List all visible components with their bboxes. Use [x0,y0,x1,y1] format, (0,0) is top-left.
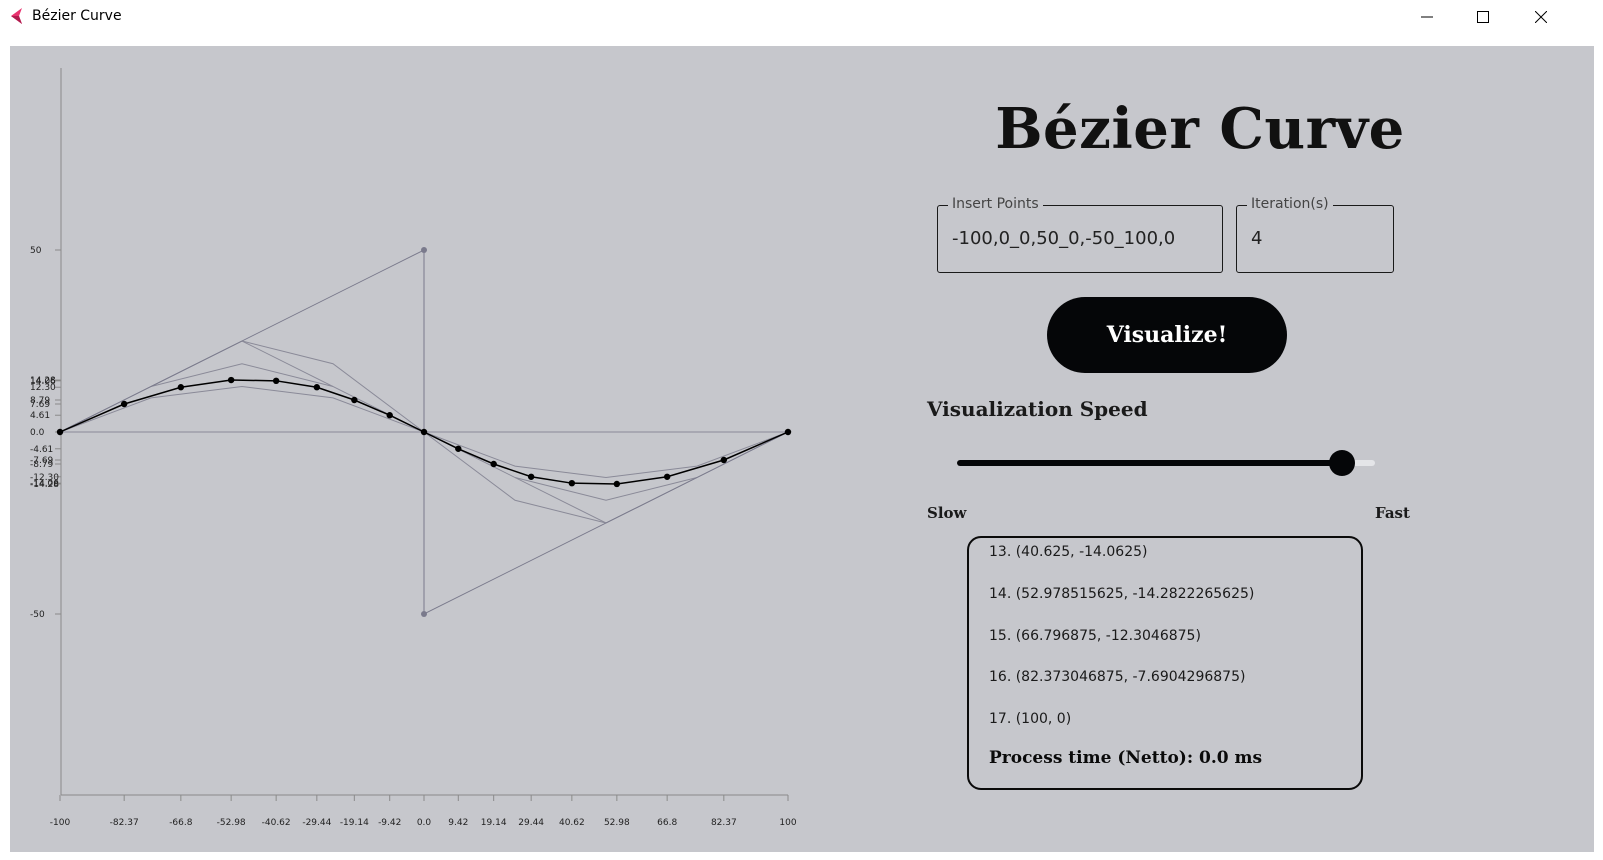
process-time: Process time (Netto): 0.0 ms [989,748,1263,768]
speed-slider-thumb[interactable] [1328,450,1355,476]
output-line: 13. (40.625, -14.0625) [989,544,1148,560]
x-tick-label: 19.14 [481,818,507,828]
x-tick-label: -52.98 [217,818,246,828]
close-button[interactable] [1513,0,1569,33]
y-tick-label: 14.06 [30,377,56,387]
y-tick-label: 14.28 [30,376,56,386]
curve-point [527,473,535,480]
y-tick-label: 4.61 [30,411,50,421]
curve-point [120,400,128,408]
x-tick-label: -40.62 [262,818,291,828]
output-line: 15. (66.796875, -12.3046875) [989,628,1201,644]
speed-title: Visualization Speed [927,397,1148,421]
points-field[interactable]: Insert Points [937,196,1223,273]
points-field-label: Insert Points [948,196,1043,212]
speed-min-label: Slow [927,504,967,522]
y-tick-label: -7.69 [30,456,54,466]
x-tick-label: 40.62 [559,818,585,828]
visualize-button[interactable]: Visualize! [1047,297,1287,373]
curve-point [784,428,792,436]
y-tick-label: -8.79 [30,460,54,470]
y-tick-label: 8.79 [30,396,50,406]
points-input[interactable] [952,228,1212,249]
construction-line [423,431,789,479]
x-tick-label: 52.98 [604,818,630,828]
speed-max-label: Fast [1375,504,1410,522]
curve-point [272,377,280,385]
construction-line [150,363,334,387]
y-tick-label: -4.61 [30,445,53,455]
output-panel[interactable]: 13. (40.625, -14.0625) 14. (52.978515625… [967,536,1363,790]
app-heading: Bézier Curve [995,96,1405,162]
iterations-field-label: Iteration(s) [1247,196,1333,212]
x-tick-label: 29.44 [518,818,544,828]
x-tick-label: 0.0 [417,818,432,828]
curve-point [56,428,64,436]
iterations-input[interactable] [1251,228,1383,249]
iterations-field[interactable]: Iteration(s) [1236,196,1394,273]
x-tick-label: -66.8 [169,818,193,828]
y-tick-label: -14.28 [30,480,59,490]
y-tick-label: 12.30 [30,383,56,393]
app-logo-icon [11,8,22,24]
x-tick-label: 82.37 [711,818,737,828]
x-tick-label: -19.14 [340,818,369,828]
x-tick-label: -9.42 [378,818,401,828]
curve-point [663,473,671,480]
speed-slider-fill [957,460,1342,466]
curve-point [386,412,393,419]
control-point [421,611,427,617]
speed-slider[interactable] [957,450,1375,476]
y-tick-label: -50 [30,610,45,620]
construction-line [241,340,425,433]
curve-point [420,428,428,436]
maximize-icon [1477,10,1489,23]
window-title: Bézier Curve [32,8,122,24]
curve-point [720,456,728,464]
curve-point [227,376,235,384]
curve-point [613,480,621,488]
y-tick-label: 0.0 [30,428,45,438]
x-tick-label: -82.37 [110,818,139,828]
x-tick-label: -100 [50,818,71,828]
y-tick-label: 50 [30,246,42,256]
minimize-icon [1421,16,1433,17]
curve-point [313,384,321,391]
app-canvas: -100 -82.37 -66.8 -52.98 -40.62 -29.44 -19.14-… [10,46,1594,852]
bezier-plot: -100 -82.37 -66.8 -52.98 -40.62 -29.44 -19.14-… [30,68,797,828]
curve-point [568,479,576,487]
x-tick-label: 9.42 [448,818,468,828]
x-tick-label: -29.44 [302,818,331,828]
output-line: 14. (52.978515625, -14.2822265625) [989,586,1255,602]
curve-point [490,460,497,468]
curve-point [351,396,358,404]
curve-point [177,384,185,391]
x-tick-label: 100 [779,818,796,828]
window-titlebar: Bézier Curve [0,0,1603,33]
y-tick-label: -14.06 [30,479,59,489]
construction-line [423,431,607,524]
control-point [421,247,427,253]
output-line: 16. (82.373046875, -7.6904296875) [989,669,1246,685]
close-icon [1535,10,1547,23]
output-line: 17. (100, 0) [989,711,1072,727]
construction-line [514,477,698,501]
x-tick-label: 66.8 [657,818,677,828]
construction-line [59,385,425,433]
maximize-button[interactable] [1455,0,1511,33]
y-tick-label: 7.69 [30,400,50,410]
curve-point [455,445,462,452]
minimize-button[interactable] [1399,0,1455,33]
y-tick-label: -12.30 [30,473,59,483]
